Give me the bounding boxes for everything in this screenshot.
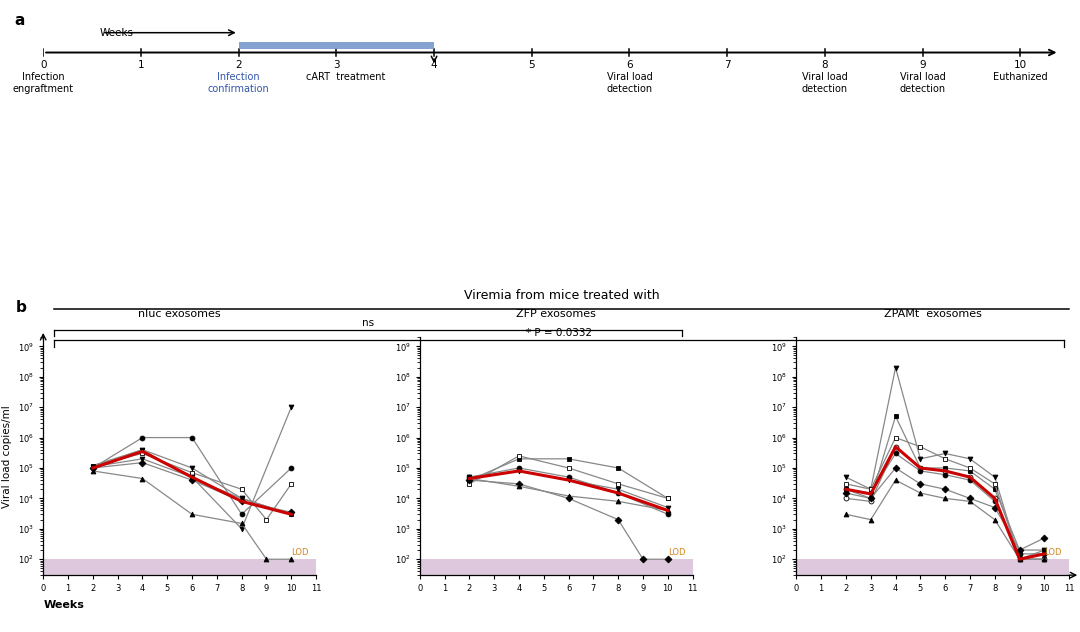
Text: 1: 1 bbox=[137, 60, 145, 70]
Text: 7: 7 bbox=[724, 60, 730, 70]
Text: Viral load
detection: Viral load detection bbox=[900, 72, 946, 94]
Bar bbox=[43, 559, 316, 575]
Text: LOD: LOD bbox=[667, 549, 685, 557]
Bar bbox=[796, 559, 1069, 575]
Text: 8: 8 bbox=[822, 60, 828, 70]
Text: cART  treatment: cART treatment bbox=[307, 72, 386, 82]
Text: 10: 10 bbox=[1014, 60, 1027, 70]
Text: 9: 9 bbox=[919, 60, 926, 70]
Y-axis label: Viral load copies/ml: Viral load copies/ml bbox=[2, 404, 13, 507]
Text: 3: 3 bbox=[333, 60, 339, 70]
Text: ZFP exosomes: ZFP exosomes bbox=[516, 310, 596, 320]
Text: nluc exosomes: nluc exosomes bbox=[138, 310, 221, 320]
Text: Viremia from mice treated with: Viremia from mice treated with bbox=[463, 289, 660, 303]
Text: 4: 4 bbox=[431, 60, 437, 70]
Text: 2: 2 bbox=[235, 60, 242, 70]
Text: Infection
engraftment: Infection engraftment bbox=[13, 72, 73, 94]
Text: a: a bbox=[14, 13, 24, 28]
Text: Infection
confirmation: Infection confirmation bbox=[207, 72, 270, 94]
Text: LOD: LOD bbox=[292, 549, 309, 557]
Text: b: b bbox=[16, 300, 27, 315]
Text: 0: 0 bbox=[40, 60, 46, 70]
Text: Viral load
detection: Viral load detection bbox=[801, 72, 848, 94]
Text: Weeks: Weeks bbox=[99, 28, 134, 38]
Bar bbox=[420, 559, 692, 575]
Text: ZPAMt  exosomes: ZPAMt exosomes bbox=[883, 310, 982, 320]
Text: LOD: LOD bbox=[1044, 549, 1062, 557]
Text: Euthanized: Euthanized bbox=[993, 72, 1048, 82]
Text: 5: 5 bbox=[528, 60, 535, 70]
Text: 6: 6 bbox=[626, 60, 633, 70]
Text: Weeks: Weeks bbox=[43, 600, 84, 610]
Bar bbox=[239, 42, 434, 49]
Text: Viral load
detection: Viral load detection bbox=[607, 72, 652, 94]
Text: * P = 0.0332: * P = 0.0332 bbox=[526, 329, 592, 339]
Text: ns: ns bbox=[362, 318, 374, 328]
